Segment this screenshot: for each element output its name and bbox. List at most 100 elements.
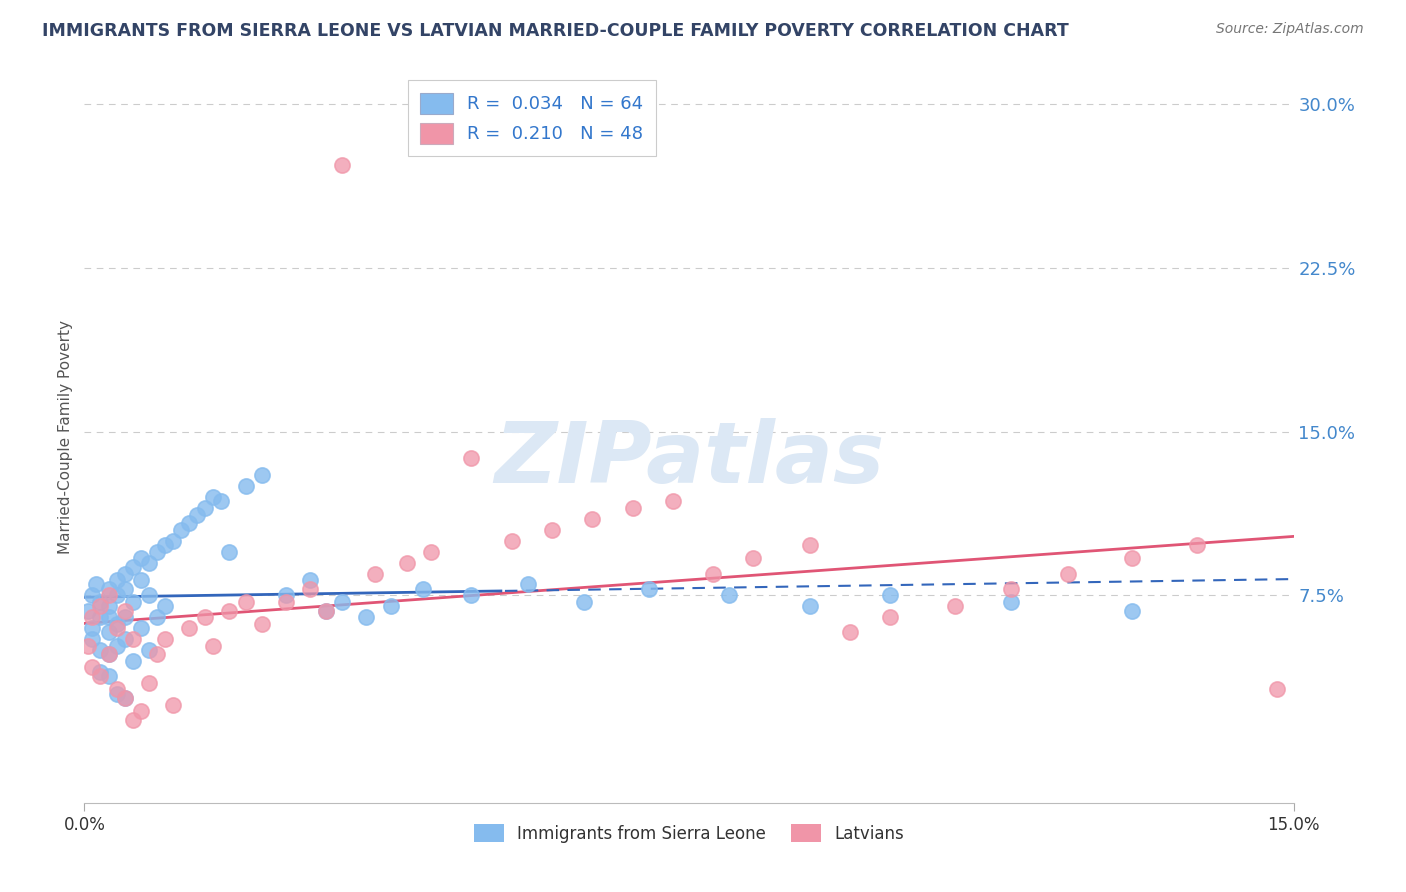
Point [105, 687, 128, 701]
Point [146, 545, 169, 559]
Point [742, 551, 765, 566]
Y-axis label: Married-Couple Family Poverty: Married-Couple Family Poverty [58, 320, 73, 554]
Point [89, 599, 111, 614]
Point [420, 545, 443, 559]
Point [662, 494, 685, 508]
Point [97, 588, 120, 602]
Point [121, 654, 143, 668]
Point [82, 632, 104, 646]
Point [89, 643, 111, 657]
Point [202, 490, 225, 504]
Point [89, 665, 111, 679]
Text: IMMIGRANTS FROM SIERRA LEONE VS LATVIAN MARRIED-COUPLE FAMILY POVERTY CORRELATIO: IMMIGRANTS FROM SIERRA LEONE VS LATVIAN … [42, 22, 1069, 40]
Point [637, 582, 659, 596]
Point [114, 632, 136, 646]
Point [114, 604, 136, 618]
Point [89, 610, 111, 624]
Point [516, 577, 538, 591]
Point [77, 639, 100, 653]
Point [274, 595, 297, 609]
Point [105, 639, 128, 653]
Point [170, 523, 193, 537]
Point [89, 595, 111, 609]
Point [330, 595, 353, 609]
Point [97, 669, 120, 683]
Point [114, 691, 136, 706]
Point [581, 512, 603, 526]
Point [412, 582, 434, 596]
Point [250, 616, 273, 631]
Point [1121, 604, 1143, 618]
Point [1185, 538, 1208, 552]
Point [121, 595, 143, 609]
Point [129, 573, 152, 587]
Point [121, 560, 143, 574]
Point [460, 450, 482, 465]
Point [105, 588, 128, 602]
Point [1056, 566, 1078, 581]
Point [943, 599, 966, 614]
Legend: Immigrants from Sierra Leone, Latvians: Immigrants from Sierra Leone, Latvians [467, 818, 911, 849]
Point [202, 639, 225, 653]
Point [315, 604, 337, 618]
Point [718, 588, 741, 602]
Point [162, 698, 184, 712]
Point [138, 588, 160, 602]
Point [799, 538, 821, 552]
Point [330, 158, 353, 172]
Point [194, 501, 217, 516]
Point [501, 533, 523, 548]
Point [799, 599, 821, 614]
Point [86, 577, 108, 591]
Point [1000, 595, 1022, 609]
Point [879, 610, 901, 624]
Point [194, 610, 217, 624]
Point [121, 713, 143, 727]
Point [153, 632, 176, 646]
Point [114, 610, 136, 624]
Point [97, 599, 120, 614]
Point [105, 621, 128, 635]
Point [82, 621, 104, 635]
Point [129, 551, 152, 566]
Point [702, 566, 724, 581]
Text: Source: ZipAtlas.com: Source: ZipAtlas.com [1216, 22, 1364, 37]
Point [82, 660, 104, 674]
Point [1121, 551, 1143, 566]
Point [179, 516, 201, 531]
Point [1267, 682, 1289, 697]
Point [218, 545, 240, 559]
Point [146, 648, 169, 662]
Text: ZIPatlas: ZIPatlas [494, 417, 884, 500]
Point [82, 588, 104, 602]
Point [235, 479, 257, 493]
Point [363, 566, 385, 581]
Point [97, 610, 120, 624]
Point [218, 604, 240, 618]
Point [274, 588, 297, 602]
Point [209, 494, 232, 508]
Point [97, 648, 120, 662]
Point [879, 588, 901, 602]
Point [105, 573, 128, 587]
Point [572, 595, 595, 609]
Point [114, 582, 136, 596]
Point [839, 625, 862, 640]
Point [146, 610, 169, 624]
Point [129, 621, 152, 635]
Point [138, 643, 160, 657]
Point [114, 691, 136, 706]
Point [460, 588, 482, 602]
Point [250, 468, 273, 483]
Point [541, 523, 564, 537]
Point [153, 599, 176, 614]
Point [162, 533, 184, 548]
Point [380, 599, 402, 614]
Point [105, 616, 128, 631]
Point [138, 675, 160, 690]
Point [97, 648, 120, 662]
Point [299, 582, 322, 596]
Point [97, 582, 120, 596]
Point [315, 604, 337, 618]
Point [153, 538, 176, 552]
